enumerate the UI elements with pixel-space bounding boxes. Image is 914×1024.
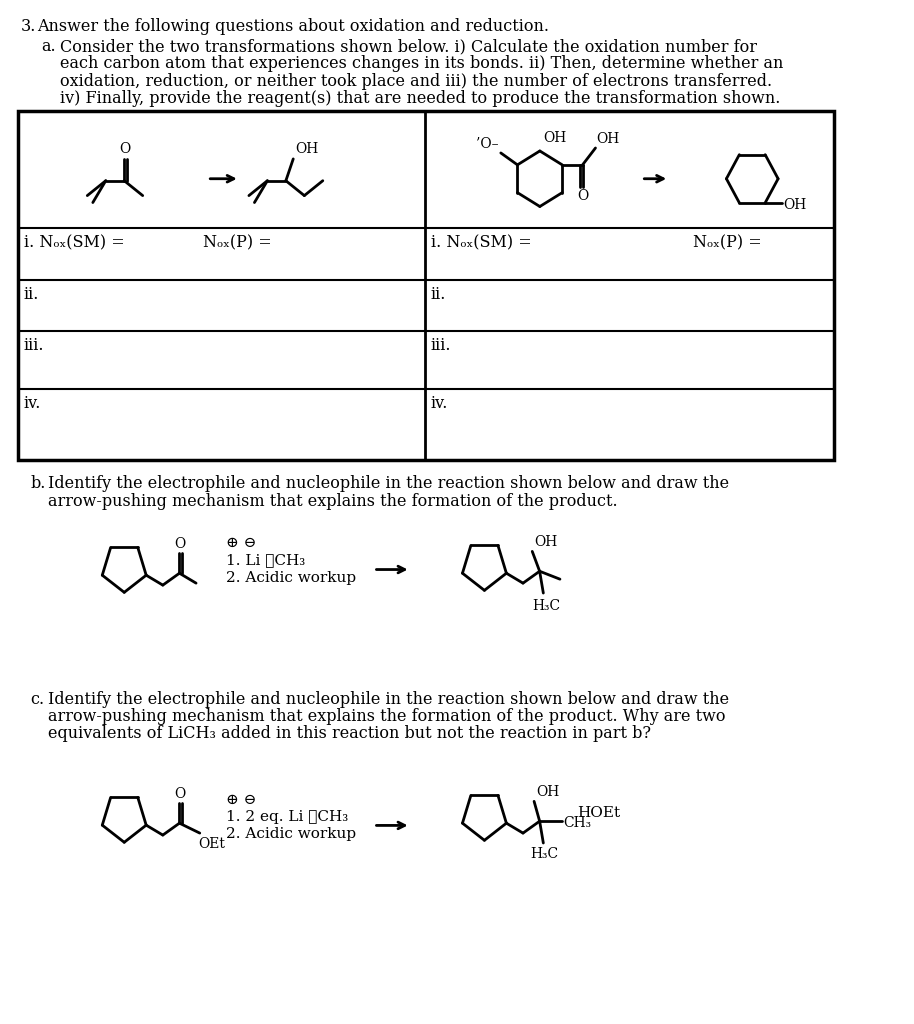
Text: iv.: iv. [24, 395, 41, 412]
Text: 3.: 3. [21, 18, 37, 35]
Text: oxidation, reduction, or neither took place and iii) the number of electrons tra: oxidation, reduction, or neither took pl… [59, 73, 771, 90]
Text: Nₒₓ(P) =: Nₒₓ(P) = [693, 234, 762, 251]
Text: iii.: iii. [24, 338, 44, 354]
Text: c.: c. [30, 690, 44, 708]
Text: ⊕ ⊖: ⊕ ⊖ [226, 793, 256, 807]
Text: OEt: OEt [198, 837, 225, 851]
Text: O: O [577, 188, 589, 203]
Text: Nₒₓ(P) =: Nₒₓ(P) = [203, 234, 271, 251]
Text: H₃C: H₃C [532, 599, 560, 613]
Text: O: O [120, 142, 131, 156]
Text: arrow-pushing mechanism that explains the formation of the product. Why are two: arrow-pushing mechanism that explains th… [48, 708, 726, 725]
Text: 1. 2 eq. Li ∶CH₃: 1. 2 eq. Li ∶CH₃ [226, 810, 348, 823]
Text: iv.: iv. [430, 395, 448, 412]
Text: OH: OH [534, 536, 558, 550]
Text: 2. Acidic workup: 2. Acidic workup [226, 827, 356, 842]
Text: H₃C: H₃C [530, 847, 558, 861]
Text: O: O [175, 538, 186, 551]
Text: Consider the two transformations shown below. i) Calculate the oxidation number : Consider the two transformations shown b… [59, 38, 757, 55]
Text: OH: OH [544, 131, 567, 145]
Text: i. Nₒₓ(SM) =: i. Nₒₓ(SM) = [24, 234, 124, 251]
Text: equivalents of LiCH₃ added in this reaction but not the reaction in part b?: equivalents of LiCH₃ added in this react… [48, 725, 652, 742]
Text: Identify the electrophile and nucleophile in the reaction shown below and draw t: Identify the electrophile and nucleophil… [48, 475, 729, 493]
Text: 1. Li ∶CH₃: 1. Li ∶CH₃ [226, 553, 305, 566]
Text: i. Nₒₓ(SM) =: i. Nₒₓ(SM) = [430, 234, 532, 251]
Text: Identify the electrophile and nucleophile in the reaction shown below and draw t: Identify the electrophile and nucleophil… [48, 690, 729, 708]
Text: ii.: ii. [24, 286, 39, 303]
Bar [18, 112, 834, 461]
Text: arrow-pushing mechanism that explains the formation of the product.: arrow-pushing mechanism that explains th… [48, 493, 618, 510]
Text: ’O–: ’O– [476, 137, 499, 151]
Text: ⊕ ⊖: ⊕ ⊖ [226, 536, 256, 550]
Text: 2. Acidic workup: 2. Acidic workup [226, 570, 356, 585]
Text: iii.: iii. [430, 338, 452, 354]
Text: ii.: ii. [430, 286, 446, 303]
Text: iv) Finally, provide the reagent(s) that are needed to produce the transformatio: iv) Finally, provide the reagent(s) that… [59, 90, 780, 106]
Text: each carbon atom that experiences changes in its bonds. ii) Then, determine whet: each carbon atom that experiences change… [59, 55, 783, 73]
Text: b.: b. [30, 475, 46, 493]
Text: O: O [175, 787, 186, 802]
Text: OH: OH [783, 198, 807, 212]
Text: OH: OH [597, 132, 620, 146]
Text: CH₃: CH₃ [564, 816, 591, 830]
Text: a.: a. [41, 38, 56, 55]
Text: HOEt: HOEt [577, 806, 620, 819]
Text: OH: OH [295, 142, 318, 156]
Text: Answer the following questions about oxidation and reduction.: Answer the following questions about oxi… [37, 18, 549, 35]
Text: OH: OH [536, 785, 559, 800]
